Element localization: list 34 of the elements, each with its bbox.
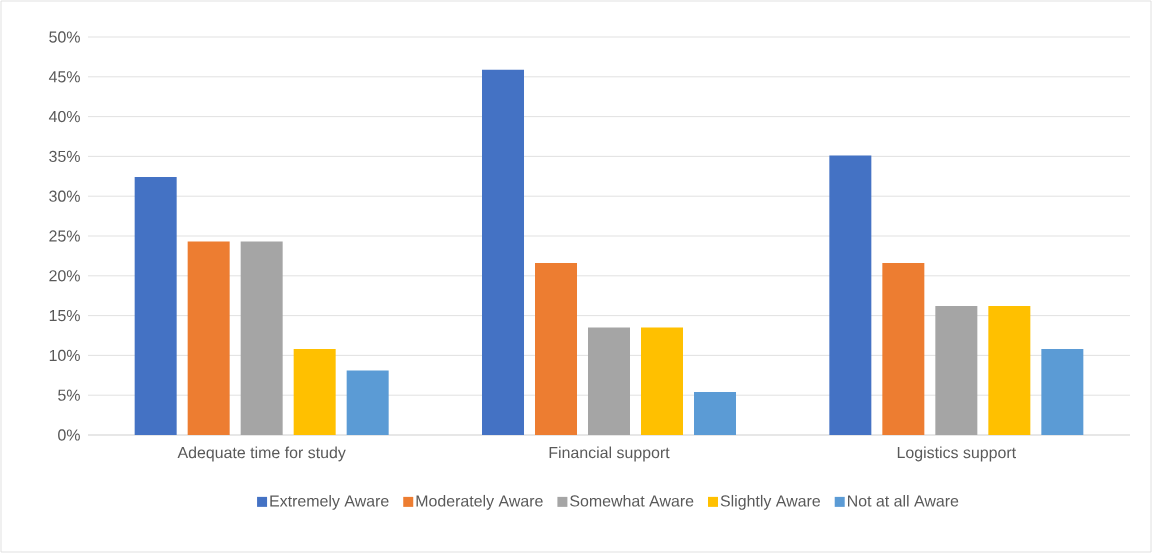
bar — [482, 69, 524, 435]
bar — [535, 263, 577, 435]
y-tick-label: 30% — [49, 190, 80, 202]
y-tick-label: 10% — [49, 349, 80, 362]
bar — [1041, 349, 1084, 435]
x-tick-label: Financial support — [549, 446, 670, 462]
legend-label: Somewhat Aware — [570, 494, 694, 507]
bar — [988, 306, 1031, 435]
bar — [641, 327, 683, 435]
legend-label: Extremely Aware — [270, 494, 389, 510]
bar — [588, 327, 630, 435]
y-tick-label: 40% — [48, 110, 80, 123]
y-tick-label: 35% — [49, 150, 80, 163]
y-tick-label: 50% — [49, 31, 80, 43]
legend-label: Slightly Aware — [720, 494, 820, 510]
bar — [240, 241, 283, 435]
y-tick-label: 20% — [49, 270, 80, 282]
bar — [346, 370, 389, 435]
bar — [935, 306, 978, 435]
y-tick-label: 0% — [58, 429, 80, 441]
y-tick-label: 25% — [49, 230, 80, 242]
bar — [829, 155, 872, 435]
bar — [293, 349, 336, 435]
bar — [882, 263, 925, 435]
y-tick-label: 45% — [48, 71, 80, 83]
x-tick-label: Adequate time for study — [177, 446, 346, 462]
y-tick-label: 5% — [58, 389, 80, 401]
bar — [694, 392, 736, 435]
bar — [134, 177, 177, 435]
legend-label: Moderately Aware — [416, 494, 543, 510]
x-tick-label: Logistics support — [897, 446, 1016, 462]
y-tick-label: 15% — [49, 309, 80, 322]
bar — [187, 241, 230, 435]
legend-label: Not at all Aware — [848, 494, 959, 507]
